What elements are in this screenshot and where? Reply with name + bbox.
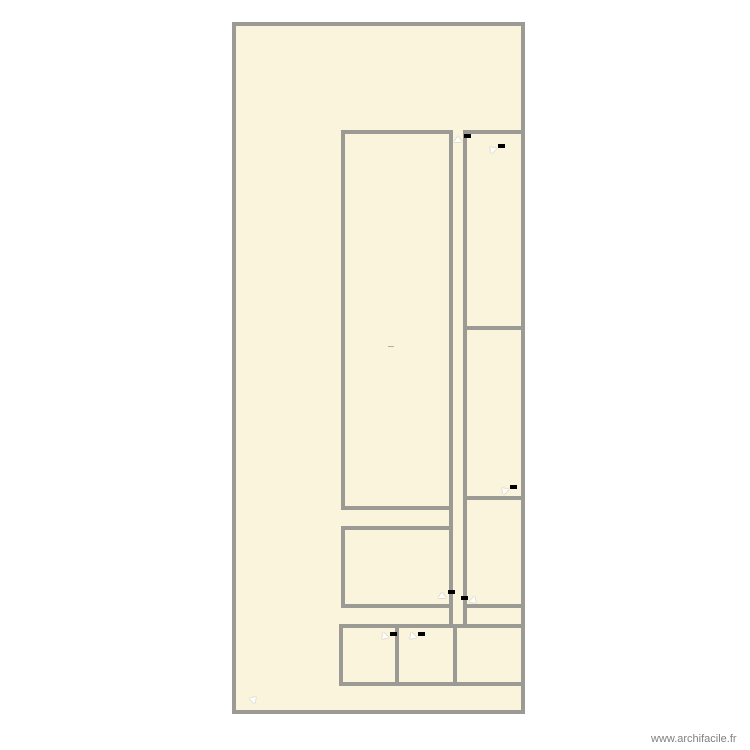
wall-segment xyxy=(463,496,467,628)
marker-r3-r xyxy=(438,590,458,604)
marker-outer-bl xyxy=(250,694,270,708)
marker-r2-top xyxy=(488,144,508,158)
wall-segment xyxy=(463,130,467,500)
wall-segment xyxy=(467,130,525,134)
building-outline xyxy=(232,22,525,714)
wall-segment xyxy=(453,624,457,686)
wall-segment xyxy=(341,604,453,608)
socket-icon xyxy=(461,596,468,600)
socket-icon xyxy=(510,485,517,489)
wall-segment xyxy=(339,624,343,686)
wall-segment xyxy=(339,682,525,686)
wall-segment xyxy=(341,130,449,134)
socket-icon xyxy=(418,632,425,636)
marker-r5a xyxy=(380,632,400,646)
socket-icon xyxy=(498,144,505,148)
marker-r2-bot xyxy=(500,485,520,499)
wall-segment xyxy=(341,526,345,608)
marker-r5b xyxy=(408,632,428,646)
floor-plan: — www.archifacile.fr xyxy=(0,0,750,750)
wall-segment xyxy=(341,130,345,510)
socket-icon xyxy=(448,590,455,594)
room-label: — xyxy=(388,344,394,350)
socket-icon xyxy=(464,134,471,138)
socket-icon xyxy=(390,632,397,636)
marker-r1-top xyxy=(454,134,474,148)
watermark-text: www.archifacile.fr xyxy=(651,733,737,745)
wall-segment xyxy=(341,506,449,510)
wall-segment xyxy=(467,326,525,330)
marker-r4 xyxy=(470,596,490,610)
wall-segment xyxy=(449,130,453,628)
wall-segment xyxy=(339,624,525,628)
wall-segment xyxy=(341,526,449,530)
